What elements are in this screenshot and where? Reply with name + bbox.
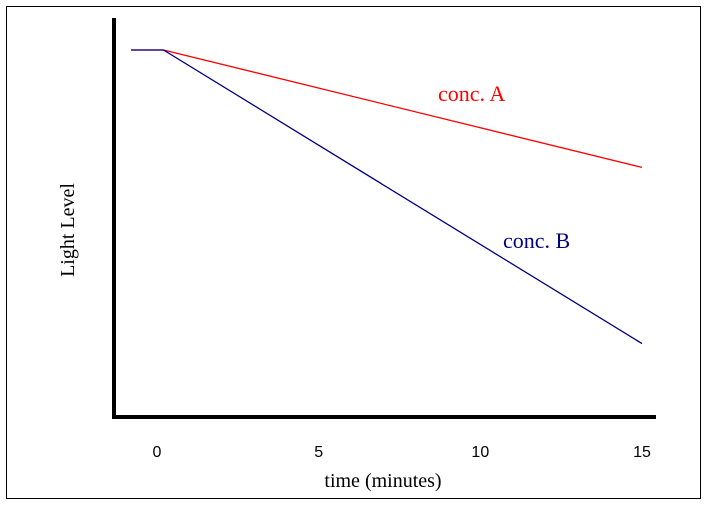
- series-line-conc-b: [131, 49, 643, 345]
- axes: [112, 18, 656, 419]
- x-tick-label: 5: [314, 444, 323, 461]
- x-tick-label: 10: [471, 444, 489, 461]
- tick-labels: 0 5 10 15: [153, 444, 651, 461]
- x-tick-label: 15: [633, 444, 651, 461]
- x-axis-label: time (minutes): [324, 470, 441, 492]
- series-label-conc-b: conc. B: [503, 228, 570, 253]
- series-label-conc-a: conc. A: [438, 81, 505, 106]
- series-line-conc-a: [131, 49, 643, 169]
- x-tick-label: 0: [153, 444, 162, 461]
- y-axis-label: Light Level: [57, 183, 79, 277]
- series-group: [131, 49, 643, 345]
